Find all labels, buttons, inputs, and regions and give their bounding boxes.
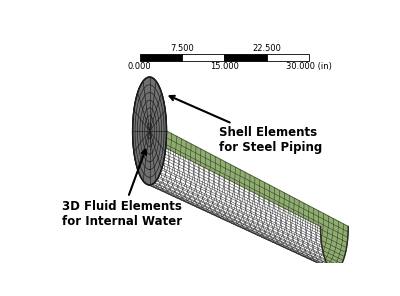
Bar bbox=[267, 54, 309, 61]
Text: 15.000: 15.000 bbox=[210, 62, 239, 71]
Bar bbox=[224, 54, 267, 61]
Text: 30.000 (in): 30.000 (in) bbox=[286, 62, 332, 71]
Polygon shape bbox=[133, 77, 166, 185]
Bar bbox=[140, 54, 182, 61]
Text: 0.000: 0.000 bbox=[128, 62, 151, 71]
Text: Shell Elements
for Steel Piping: Shell Elements for Steel Piping bbox=[170, 96, 322, 155]
Bar bbox=[182, 54, 224, 61]
Text: 3D Fluid Elements
for Internal Water: 3D Fluid Elements for Internal Water bbox=[62, 150, 182, 228]
Polygon shape bbox=[133, 131, 348, 270]
Text: 22.500: 22.500 bbox=[252, 44, 281, 53]
Text: 7.500: 7.500 bbox=[170, 44, 194, 53]
